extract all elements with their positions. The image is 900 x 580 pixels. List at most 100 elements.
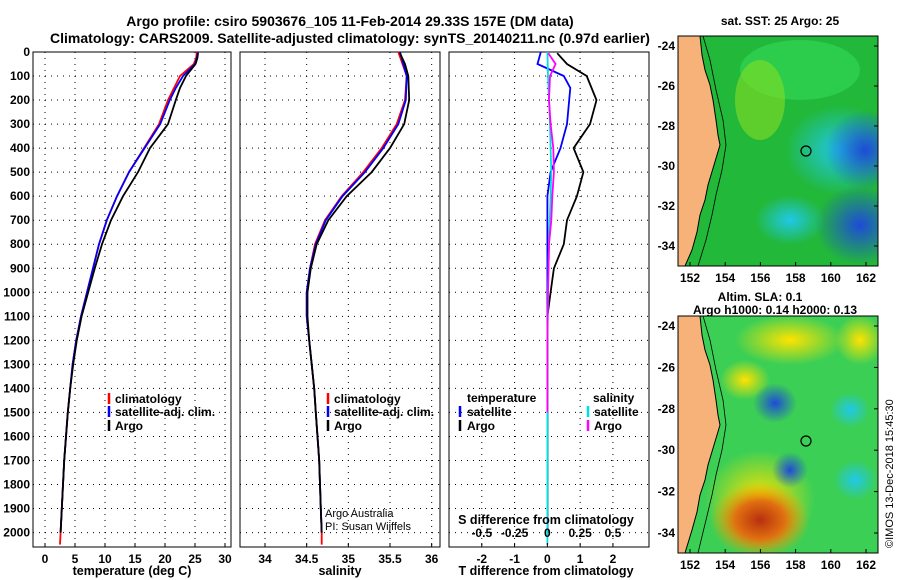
x-tick-label: 25 <box>188 552 202 566</box>
sla-high-2 <box>835 316 878 365</box>
legend-satellite-label: satellite-adj. clim. <box>334 405 434 419</box>
sla-low-1 <box>753 383 797 423</box>
salinity-panel: 34 34.5 35 35.5 36 salinity climatology sate… <box>239 51 441 578</box>
x-tick-label: 34 <box>258 552 272 566</box>
sst-float-position-marker <box>800 145 812 157</box>
legend-argo-label: Argo <box>115 419 143 433</box>
legend-t-satellite-label: satellite <box>467 405 512 419</box>
y-tick-label: 900 <box>10 261 30 275</box>
x-tick-label: 2 <box>610 552 617 566</box>
map-lon-tick-label: 162 <box>856 558 876 572</box>
series-line-climatology <box>59 51 198 545</box>
sla-land-australia <box>678 316 721 553</box>
map-lon-tick-label: 162 <box>856 271 876 285</box>
sla-map-title-2: Argo h1000: 0.14 h2000: 0.13 <box>693 303 857 317</box>
sst-blue-patch-2 <box>815 185 878 265</box>
y-tick-label: 1700 <box>3 453 30 467</box>
difference-legend: temperature satellite Argo salinity sate… <box>458 391 639 433</box>
map-lon-tick-label: 152 <box>680 558 700 572</box>
y-tick-label: 1800 <box>3 478 30 492</box>
legend-temperature-heading: temperature <box>467 391 537 405</box>
sla-high-core <box>710 482 810 553</box>
x-tick-label: 20 <box>158 552 172 566</box>
map-lat-tick-label: -24 <box>658 39 676 53</box>
map-lat-tick-label: -28 <box>658 119 676 133</box>
sst-yellowgreen-patch <box>735 60 785 140</box>
y-tick-label: 1500 <box>3 405 30 419</box>
sst-isobath <box>697 36 727 266</box>
map-lon-tick-label: 152 <box>680 271 700 285</box>
map-lat-tick-label: -32 <box>658 485 676 499</box>
credit-org: Argo Australia <box>325 508 394 520</box>
sst-land-australia <box>678 36 721 266</box>
map-lon-tick-label: 154 <box>715 558 735 572</box>
map-lon-tick-label: 158 <box>786 271 806 285</box>
x-tick-label: 35 <box>342 552 356 566</box>
s-tick-label: 0.25 <box>568 526 592 540</box>
y-tick-label: 700 <box>10 213 30 227</box>
series-line-t-satellite <box>536 51 572 533</box>
y-tick-label: 800 <box>10 237 30 251</box>
map-lat-tick-label: -26 <box>658 79 676 93</box>
x-tick-label: 5 <box>72 552 79 566</box>
sla-map-frame <box>677 315 879 554</box>
credit-pi: PI: Susan Wijffels <box>325 521 411 533</box>
map-lon-tick-label: 156 <box>750 558 770 572</box>
map-lat-tick-label: -24 <box>658 319 676 333</box>
difference-xlabel-salinity: S difference from climatology <box>458 513 634 527</box>
x-tick-label: 34.5 <box>295 552 319 566</box>
temperature-panel: 0 5 10 15 20 25 300100200300400500600700800900… <box>3 45 232 578</box>
map-lon-tick-label: 160 <box>821 558 841 572</box>
salinity-xlabel: salinity <box>318 564 361 578</box>
map-lat-tick-label: -34 <box>658 526 676 540</box>
map-lat-tick-label: -28 <box>658 402 676 416</box>
salinity-axes-frame <box>239 51 441 548</box>
s-tick-label: -0.5 <box>471 526 492 540</box>
figure-title-line2: Climatology: CARS2009. Satellite-adjuste… <box>50 30 650 46</box>
y-tick-label: 400 <box>10 141 30 155</box>
series-line-satellite-adj-clim- <box>305 51 408 533</box>
x-tick-label: 0 <box>544 552 551 566</box>
sla-isobath <box>697 316 727 553</box>
sla-float-position-marker <box>800 435 812 447</box>
sla-low-2 <box>830 392 870 428</box>
x-tick-label: 30 <box>218 552 232 566</box>
y-tick-label: 1000 <box>3 285 30 299</box>
y-tick-label: 0 <box>23 45 30 59</box>
y-tick-label: 300 <box>10 117 30 131</box>
legend-satellite-label: satellite-adj. clim. <box>115 405 215 419</box>
legend-s-argo-label: Argo <box>594 419 622 433</box>
series-line-argo <box>59 53 199 533</box>
x-tick-label: -1 <box>509 552 520 566</box>
legend-salinity-heading: salinity <box>593 391 635 405</box>
map-lat-tick-label: -34 <box>658 239 676 253</box>
sst-map: sat. SST: 25 Argo: 25 152 154 156 158 160 162… <box>658 14 879 285</box>
salinity-legend: climatology satellite-adj. clim. Argo <box>326 392 434 433</box>
legend-s-satellite-label: satellite <box>594 405 639 419</box>
legend-argo-label: Argo <box>334 419 362 433</box>
difference-xlabel: T difference from climatology <box>458 564 633 578</box>
legend-climatology-label: climatology <box>115 392 182 406</box>
y-tick-label: 100 <box>10 69 30 83</box>
sst-map-title: sat. SST: 25 Argo: 25 <box>721 14 840 28</box>
imos-stamp: ©IMOS 13-Dec-2018 15:45:30 <box>884 399 896 548</box>
temperature-legend: climatology satellite-adj. clim. Argo <box>107 392 215 433</box>
map-lon-tick-label: 158 <box>786 558 806 572</box>
y-tick-label: 1100 <box>4 309 30 323</box>
x-tick-label: 36 <box>425 552 439 566</box>
y-tick-label: 1400 <box>3 381 30 395</box>
series-line-climatology <box>305 51 408 545</box>
y-tick-label: 600 <box>10 189 30 203</box>
sst-map-frame <box>677 35 879 267</box>
series-line-argo <box>306 52 411 533</box>
sst-cyan-patch-2 <box>755 195 825 245</box>
map-lon-tick-label: 154 <box>715 271 735 285</box>
series-line-s-argo <box>546 52 557 413</box>
y-tick-label: 1300 <box>3 357 30 371</box>
s-tick-label: -0.25 <box>501 526 529 540</box>
y-tick-label: 2000 <box>3 526 30 540</box>
s-tick-label: 0 <box>544 526 551 540</box>
map-lat-tick-label: -30 <box>658 443 676 457</box>
legend-t-argo-label: Argo <box>467 419 495 433</box>
y-tick-label: 1600 <box>3 429 30 443</box>
